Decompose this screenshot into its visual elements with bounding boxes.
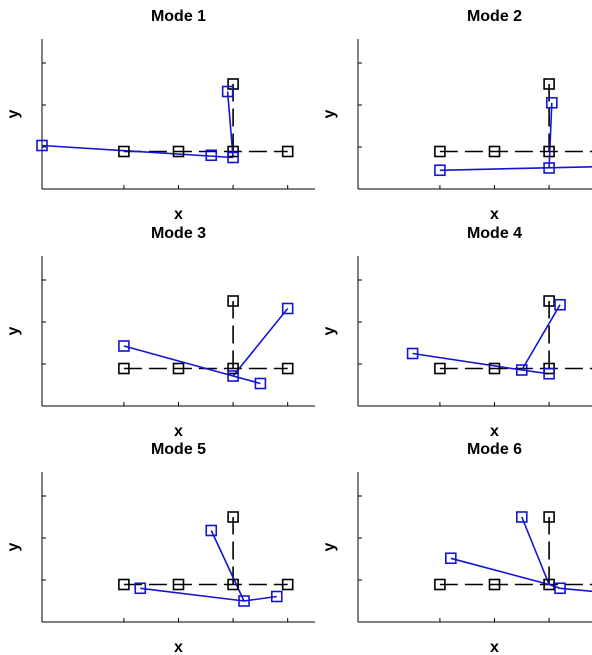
undeformed-node-marker bbox=[434, 145, 446, 158]
undeformed-node-marker bbox=[227, 578, 239, 591]
deformed-node-marker bbox=[406, 347, 419, 360]
deformed-node-marker bbox=[543, 162, 555, 174]
undeformed-node-marker bbox=[227, 362, 239, 375]
undeformed-node-marker bbox=[227, 511, 239, 523]
mode-panel: Mode 5 x y bbox=[5, 441, 315, 655]
panel-title: Mode 2 bbox=[467, 8, 522, 25]
deformed-node-marker bbox=[254, 377, 267, 390]
undeformed-node-marker bbox=[543, 78, 555, 90]
mode-panel: Mode 3 x y bbox=[5, 225, 315, 440]
undeformed-node-marker bbox=[543, 578, 555, 591]
deformed-node-marker bbox=[221, 85, 234, 98]
deformed-member bbox=[521, 516, 550, 585]
undeformed-node-marker bbox=[434, 578, 446, 591]
undeformed-node-marker bbox=[281, 578, 294, 591]
undeformed-node-marker bbox=[543, 511, 555, 523]
deformed-member bbox=[412, 352, 550, 375]
deformed-member bbox=[521, 304, 561, 371]
undeformed-node-marker bbox=[227, 295, 239, 307]
undeformed-node-marker bbox=[172, 578, 185, 591]
deformed-node-marker bbox=[543, 367, 555, 380]
y-axis-label: y bbox=[5, 542, 22, 551]
y-axis-label: y bbox=[5, 326, 22, 335]
deformed-member bbox=[123, 345, 261, 385]
undeformed-node-marker bbox=[227, 145, 239, 158]
deformed-node-marker bbox=[270, 590, 283, 603]
mode-panel: Mode 2 x y bbox=[321, 8, 592, 223]
undeformed-node-marker bbox=[543, 295, 555, 307]
undeformed-node-marker bbox=[281, 145, 294, 158]
panel-title: Mode 1 bbox=[151, 8, 206, 25]
mode-panel: Mode 4 x y bbox=[321, 225, 592, 440]
panel-title: Mode 6 bbox=[467, 441, 522, 458]
x-axis-label: x bbox=[174, 206, 183, 223]
panel-title: Mode 3 bbox=[151, 225, 206, 242]
deformed-node-marker bbox=[118, 340, 130, 352]
deformed-node-marker bbox=[281, 302, 294, 315]
undeformed-node-marker bbox=[172, 362, 185, 375]
undeformed-node-marker bbox=[118, 578, 130, 591]
undeformed-node-marker bbox=[118, 362, 130, 375]
deformed-node-marker bbox=[554, 298, 566, 311]
panel-title: Mode 4 bbox=[467, 225, 522, 242]
deformed-node-marker bbox=[554, 582, 566, 595]
y-axis-label: y bbox=[5, 109, 22, 118]
undeformed-node-marker bbox=[172, 145, 185, 158]
deformed-node-marker bbox=[227, 370, 239, 382]
deformed-node-marker bbox=[546, 96, 558, 109]
undeformed-node-marker bbox=[488, 145, 501, 158]
x-axis-label: x bbox=[174, 639, 183, 655]
mode-panel: Mode 1 x y bbox=[5, 8, 315, 223]
deformed-member bbox=[140, 587, 277, 602]
y-axis-label: y bbox=[321, 109, 338, 118]
deformed-node-marker bbox=[205, 524, 218, 537]
undeformed-node-marker bbox=[434, 362, 446, 375]
x-axis-label: x bbox=[490, 423, 499, 440]
y-axis-label: y bbox=[321, 542, 338, 551]
deformed-node-marker bbox=[134, 582, 147, 595]
x-axis-label: x bbox=[174, 423, 183, 440]
undeformed-node-marker bbox=[118, 145, 130, 158]
deformed-node-marker bbox=[445, 552, 457, 565]
deformed-member bbox=[210, 530, 245, 602]
deformed-node-marker bbox=[515, 364, 528, 376]
deformed-node-marker bbox=[205, 149, 218, 162]
undeformed-node-marker bbox=[488, 362, 501, 375]
deformed-node-marker bbox=[434, 164, 446, 177]
undeformed-node-marker bbox=[543, 145, 555, 158]
deformed-node-marker bbox=[36, 139, 48, 152]
panel-title: Mode 5 bbox=[151, 441, 206, 458]
deformed-member bbox=[439, 165, 592, 172]
deformed-node-marker bbox=[227, 151, 239, 164]
deformed-member bbox=[41, 144, 234, 159]
undeformed-node-marker bbox=[488, 578, 501, 591]
deformed-node-marker bbox=[515, 511, 528, 523]
deformed-node-marker bbox=[238, 595, 250, 607]
mode-panel: Mode 6 x y bbox=[321, 441, 592, 655]
y-axis-label: y bbox=[321, 326, 338, 335]
x-axis-label: x bbox=[490, 639, 499, 655]
deformed-member bbox=[450, 557, 592, 593]
x-axis-label: x bbox=[490, 206, 499, 223]
deformed-member bbox=[232, 307, 289, 377]
undeformed-node-marker bbox=[281, 362, 294, 375]
